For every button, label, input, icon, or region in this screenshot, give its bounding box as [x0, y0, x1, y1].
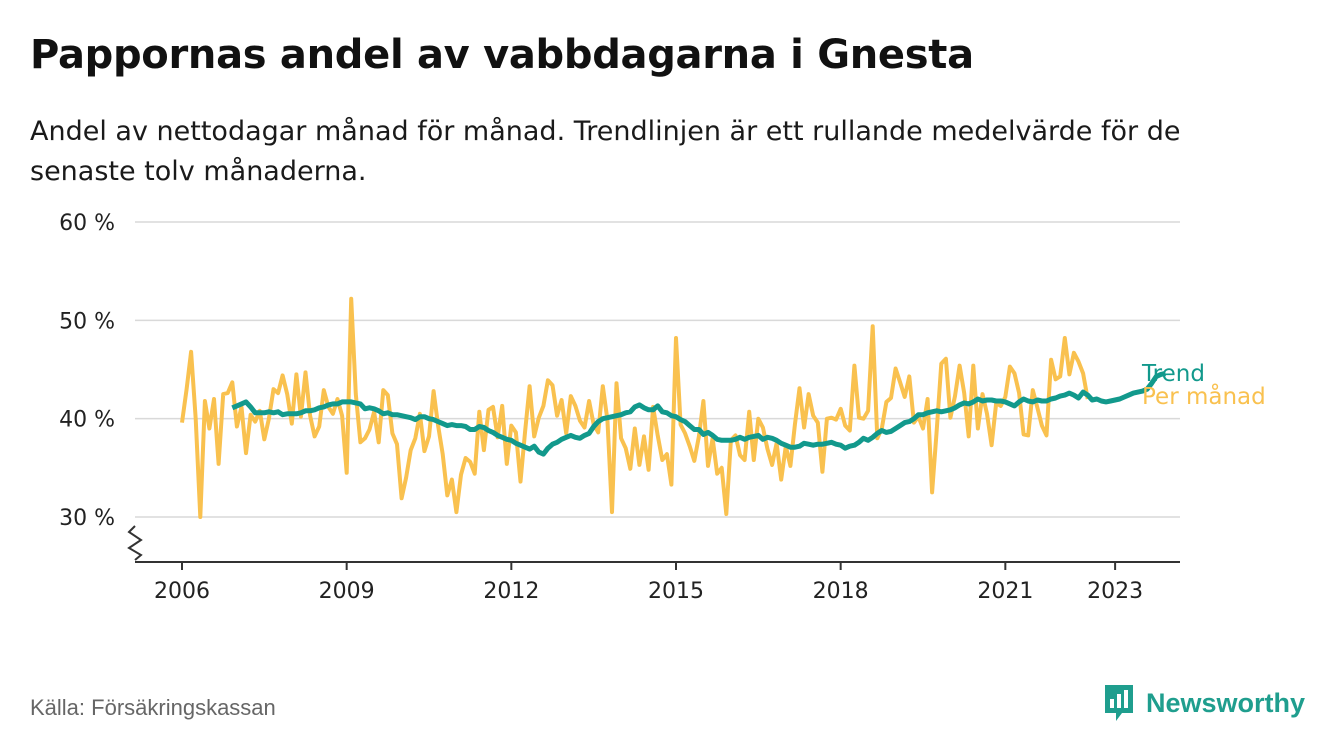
x-tick-label: 2015	[648, 579, 704, 604]
brand-name: Newsworthy	[1146, 687, 1306, 718]
series-line-per-manad	[180, 296, 1090, 519]
y-tick-label: 60 %	[59, 211, 115, 236]
gridlines	[135, 221, 1180, 518]
x-tick-label: 2018	[813, 579, 869, 604]
x-tick-label: 2006	[154, 579, 210, 604]
y-axis-ticks: 30 % 40 % 50 % 60 %	[59, 211, 115, 531]
axis-break-icon	[127, 525, 143, 561]
y-tick-label: 40 %	[59, 408, 115, 433]
chart-title: Pappornas andel av vabbdagarna i Gnesta	[30, 32, 974, 78]
x-tick-label: 2023	[1087, 579, 1143, 604]
source-note: Källa: Försäkringskassan	[30, 695, 276, 720]
newsworthy-logo[interactable]: Newsworthy	[1102, 683, 1305, 723]
x-tick-label: 2012	[483, 579, 539, 604]
y-tick-label: 50 %	[59, 309, 115, 334]
chart-subtitle: Andel av nettodagar månad för månad. Tre…	[30, 116, 1181, 187]
series-lines	[180, 296, 1166, 519]
x-tick-label: 2021	[977, 579, 1033, 604]
label-per-manad: Per månad	[1142, 382, 1266, 410]
newsworthy-icon	[1105, 685, 1133, 721]
x-tick-label: 2009	[319, 579, 375, 604]
label-trend: Trend	[1141, 361, 1205, 387]
x-axis: 2006 2009 2012 2015 2018 2021 2023	[127, 525, 1180, 604]
series-line-trend	[231, 370, 1166, 457]
y-tick-label: 30 %	[59, 506, 115, 531]
